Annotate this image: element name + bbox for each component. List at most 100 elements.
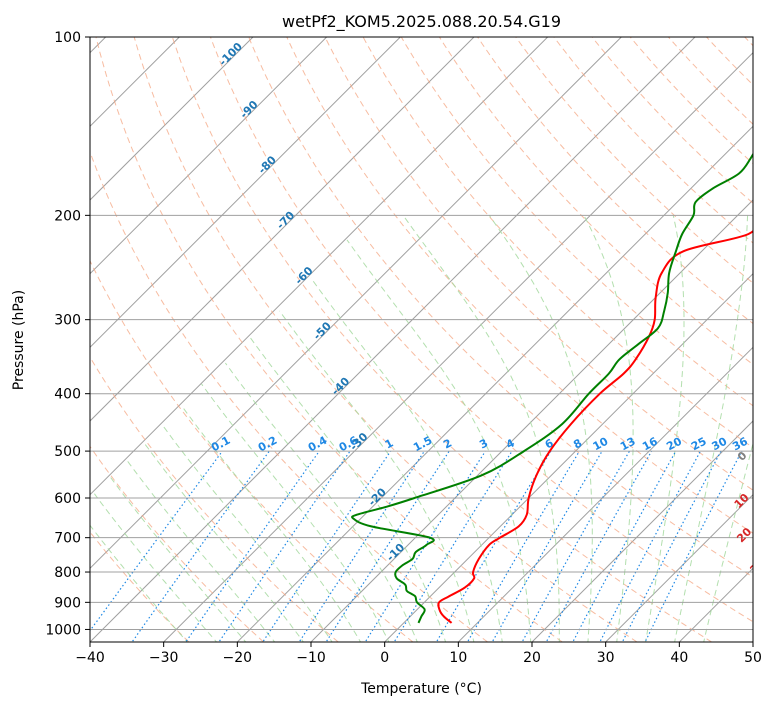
x-tick-label: −30	[149, 650, 179, 666]
mixing-ratio-line	[262, 450, 392, 642]
moist-adiabat-line	[224, 362, 418, 642]
moist-adiabat-line	[127, 460, 276, 642]
dry-adiabat-line	[210, 37, 753, 623]
mixing-ratio-line	[218, 450, 351, 642]
x-tick-label: 50	[744, 650, 762, 666]
sounding-profiles	[351, 152, 753, 624]
moist-adiabat-line	[201, 383, 390, 642]
mixing-ratio-label: 10	[591, 434, 611, 453]
mixing-ratio-line	[572, 450, 677, 642]
isotherm-line	[90, 37, 254, 201]
moist-adiabat-line	[279, 310, 475, 642]
mixing-ratio-line	[599, 450, 702, 642]
mixing-ratio-label: 4	[504, 436, 517, 451]
isotherm-line	[90, 37, 622, 570]
isotherm-label: -90	[237, 98, 260, 121]
dry-adiabat-line	[668, 37, 753, 125]
x-tick-label: 20	[523, 650, 541, 666]
moist-adiabat-line	[583, 215, 634, 642]
y-tick-label: 1000	[45, 622, 81, 638]
mixing-ratio-label: 25	[689, 435, 709, 454]
dry-adiabat-line	[90, 259, 414, 642]
moist-adiabat-line	[181, 405, 362, 642]
moist-adiabat-line	[310, 277, 503, 642]
mixing-ratio-label: 13	[618, 435, 638, 454]
x-tick-label: 0	[380, 650, 389, 666]
isotherm-line	[90, 37, 401, 349]
y-axis-label: Pressure (hPa)	[11, 290, 27, 390]
moist-adiabat-line	[248, 336, 447, 642]
y-tick-label: 900	[54, 595, 81, 611]
x-tick-label: −40	[75, 650, 105, 666]
dry-adiabat-line	[400, 37, 753, 407]
moist-adiabat-line	[703, 441, 753, 642]
isotherm-line	[236, 125, 753, 642]
y-tick-label: 500	[54, 444, 81, 460]
mixing-ratio-line	[185, 450, 320, 642]
isotherm-line	[310, 199, 753, 642]
moist-adiabat-line	[108, 475, 247, 642]
mixing-ratio-line	[621, 450, 722, 642]
mixing-ratio-label: 2	[441, 436, 454, 451]
dry-adiabat-line	[95, 37, 563, 642]
dry-adiabat-line	[553, 37, 753, 244]
isotherm-line	[605, 493, 753, 642]
dry-adiabat-label: 30	[747, 556, 767, 576]
mixing-ratio-line	[466, 450, 580, 642]
moist-adiabat-line	[346, 239, 532, 642]
dry-adiabat-line	[133, 37, 638, 642]
x-tick-label: −20	[223, 650, 253, 666]
dry-adiabat-label: 20	[734, 525, 754, 545]
mixing-ratio-line	[90, 450, 223, 632]
plot-frame	[89, 36, 754, 643]
dry-adiabat-line	[706, 37, 753, 86]
mixing-ratio-line	[298, 450, 425, 642]
isotherm-label: -70	[274, 209, 297, 232]
y-tick-label: 400	[54, 387, 81, 403]
moist-adiabat-line	[402, 215, 560, 642]
moist-adiabat-line	[645, 215, 685, 642]
dry-adiabat-label: 40	[759, 585, 775, 605]
isotherm-line	[384, 272, 753, 642]
dry-adiabat-line	[324, 37, 753, 491]
x-tick-label: 40	[670, 650, 688, 666]
dry-adiabat-line	[629, 37, 753, 165]
isotherm-line	[752, 641, 753, 642]
y-tick-label: 300	[54, 313, 81, 329]
dewpoint-profile-line	[351, 152, 753, 624]
x-axis: −40 −30 −20 −10 0 10 20 30 40 50	[75, 642, 762, 666]
moist-adiabat-line	[93, 493, 218, 642]
isotherm-label: -60	[292, 264, 315, 287]
y-tick-label: 600	[54, 491, 81, 507]
dry-adiabat-line	[90, 445, 264, 642]
dry-adiabat-line	[90, 531, 190, 642]
isotherm-line	[457, 346, 753, 642]
dry-adiabat-line	[744, 37, 753, 47]
moist-adiabat-line	[161, 423, 333, 642]
moist-adiabat-line	[90, 524, 188, 642]
dry-adiabat-line	[171, 37, 712, 642]
mixing-ratio-label: 30	[710, 435, 730, 454]
line-labels: 0.1 0.2 0.4 0.6 1 1.5 2 3 4 6 8 10 13 16 20 25 30 36-100-…	[209, 40, 775, 605]
x-tick-label: −10	[296, 650, 326, 666]
pressure-gridlines	[90, 37, 753, 630]
moist-adiabat-line	[488, 215, 593, 642]
temperature-profile-line	[437, 229, 753, 624]
mixing-ratio-line	[364, 450, 486, 642]
moist-adiabat-line	[143, 443, 305, 642]
y-axis: 100 200 300 400 500 600 700 800 900 1000	[45, 30, 90, 638]
y-tick-label: 200	[54, 208, 81, 224]
mixing-ratio-label: 16	[640, 435, 660, 454]
background-lines	[90, 37, 753, 642]
y-tick-label: 100	[54, 30, 81, 46]
chart-title: wetPf2_KOM5.2025.088.20.54.G19	[282, 12, 561, 32]
isotherm-label: -100	[216, 40, 245, 69]
isotherm-line	[90, 37, 549, 496]
moist-adiabat-line	[674, 215, 749, 642]
isotherm-line	[531, 420, 753, 642]
x-tick-label: 30	[597, 650, 615, 666]
x-axis-label: Temperature (°C)	[360, 681, 482, 697]
isotherm-label: -20	[366, 485, 389, 508]
dry-adiabat-line	[591, 37, 753, 204]
